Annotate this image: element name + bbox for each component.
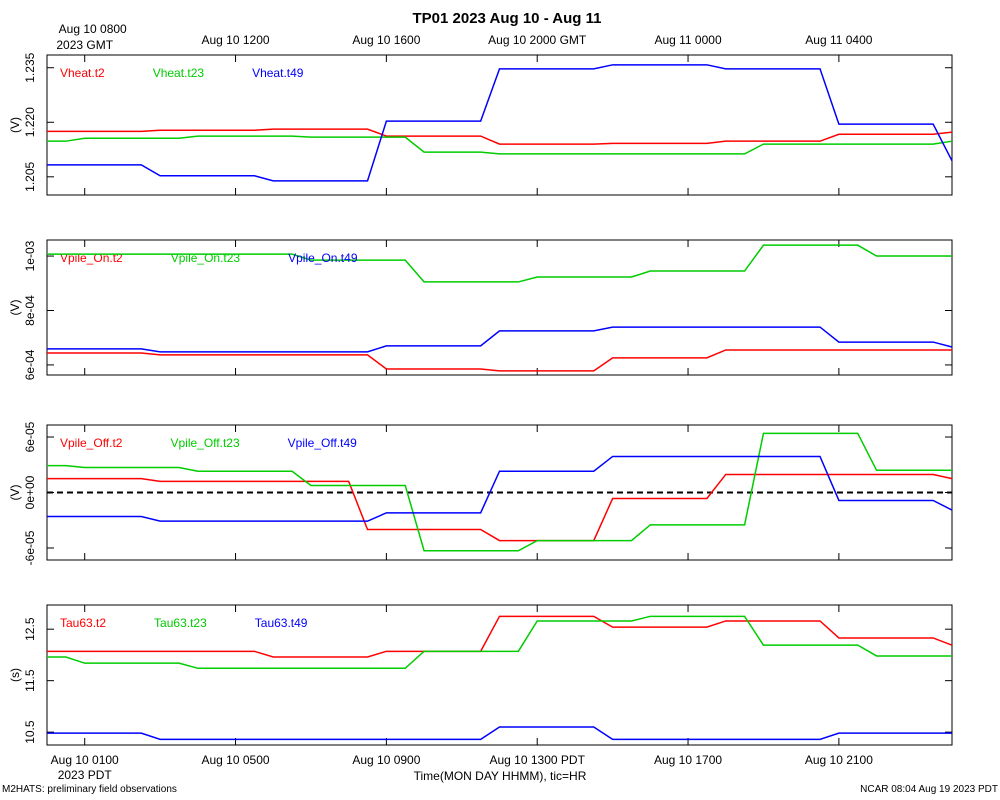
y-axis-label: (s) xyxy=(8,668,22,682)
series-line xyxy=(47,432,952,552)
x-tick-label: Aug 10 0100 xyxy=(51,753,119,767)
footer-right: NCAR 08:04 Aug 19 2023 PDT xyxy=(860,784,998,795)
legend-entry: Vpile_Off.t49 xyxy=(288,436,357,450)
legend-entry: Vheat.t2 xyxy=(60,66,105,80)
y-tick-label: 6e-04 xyxy=(23,349,37,380)
x-tick-label: Aug 10 0500 xyxy=(202,753,270,767)
x-tick-label: Aug 10 2100 xyxy=(805,753,873,767)
x-tick-label: Aug 10 1300 PDT xyxy=(490,753,586,767)
legend-entry: Vpile_On.t23 xyxy=(171,251,241,265)
legend-entry: Vpile_Off.t23 xyxy=(170,436,239,450)
y-tick-label: 12.5 xyxy=(23,617,37,641)
y-tick-label: 1.220 xyxy=(23,107,37,137)
series-line xyxy=(47,473,953,542)
x-sublabel: 2023 PDT xyxy=(58,768,113,782)
y-tick-label: -6e-05 xyxy=(23,530,37,565)
legend-entry: Vpile_On.t2 xyxy=(60,251,123,265)
x-tick-label: Aug 10 1700 xyxy=(654,753,722,767)
plot-frame xyxy=(46,239,953,376)
y-axis-label: (V) xyxy=(8,300,22,316)
y-tick-label: 11.5 xyxy=(23,669,37,692)
y-axis-label: (V) xyxy=(8,485,22,501)
legend-entry: Tau63.t23 xyxy=(154,616,207,630)
legend-entry: Vheat.t49 xyxy=(252,66,304,80)
x-axis-label: Time(MON DAY HHMM), tic=HR xyxy=(414,769,587,783)
series-line xyxy=(47,726,952,741)
legend-entry: Tau63.t2 xyxy=(60,616,106,630)
x2-sublabel: 2023 GMT xyxy=(56,38,113,52)
y-axis-label: (V) xyxy=(8,117,22,133)
y-tick-label: 1e-03 xyxy=(23,240,37,271)
series-line xyxy=(47,326,953,353)
series-line xyxy=(47,615,952,670)
chart-title: TP01 2023 Aug 10 - Aug 11 xyxy=(413,10,602,27)
series-line xyxy=(47,615,953,658)
series-line xyxy=(47,128,953,145)
plot-frame xyxy=(46,54,953,196)
y-tick-label: 10.5 xyxy=(23,720,37,744)
x2-tick-label: Aug 10 1200 xyxy=(202,33,270,47)
x2-tick-label: Aug 11 0000 xyxy=(654,33,721,47)
series-line xyxy=(47,244,952,283)
x2-tick-label: Aug 10 1600 xyxy=(352,33,420,47)
legend-entry: Tau63.t49 xyxy=(255,616,308,630)
x-tick-label: Aug 10 0900 xyxy=(352,753,420,767)
x2-tick-label: Aug 10 0800 xyxy=(59,22,127,36)
series-line xyxy=(47,64,953,182)
series-line xyxy=(47,135,953,155)
legend-entry: Vpile_Off.t2 xyxy=(60,436,123,450)
series-line xyxy=(47,455,953,522)
y-tick-label: 1.205 xyxy=(23,161,37,191)
y-tick-label: 0e+00 xyxy=(23,475,37,509)
legend-entry: Vpile_On.t49 xyxy=(288,251,358,265)
footer-left: M2HATS: preliminary field observations xyxy=(2,784,177,795)
legend-entry: Vheat.t23 xyxy=(153,66,205,80)
plot-frame xyxy=(46,604,953,746)
series-line xyxy=(47,349,952,372)
y-tick-label: 8e-04 xyxy=(23,295,37,326)
y-tick-label: 1.235 xyxy=(23,52,37,82)
y-tick-label: 6e-05 xyxy=(23,421,37,452)
x2-tick-label: Aug 11 0400 xyxy=(805,33,872,47)
x2-tick-label: Aug 10 2000 GMT xyxy=(488,33,587,47)
